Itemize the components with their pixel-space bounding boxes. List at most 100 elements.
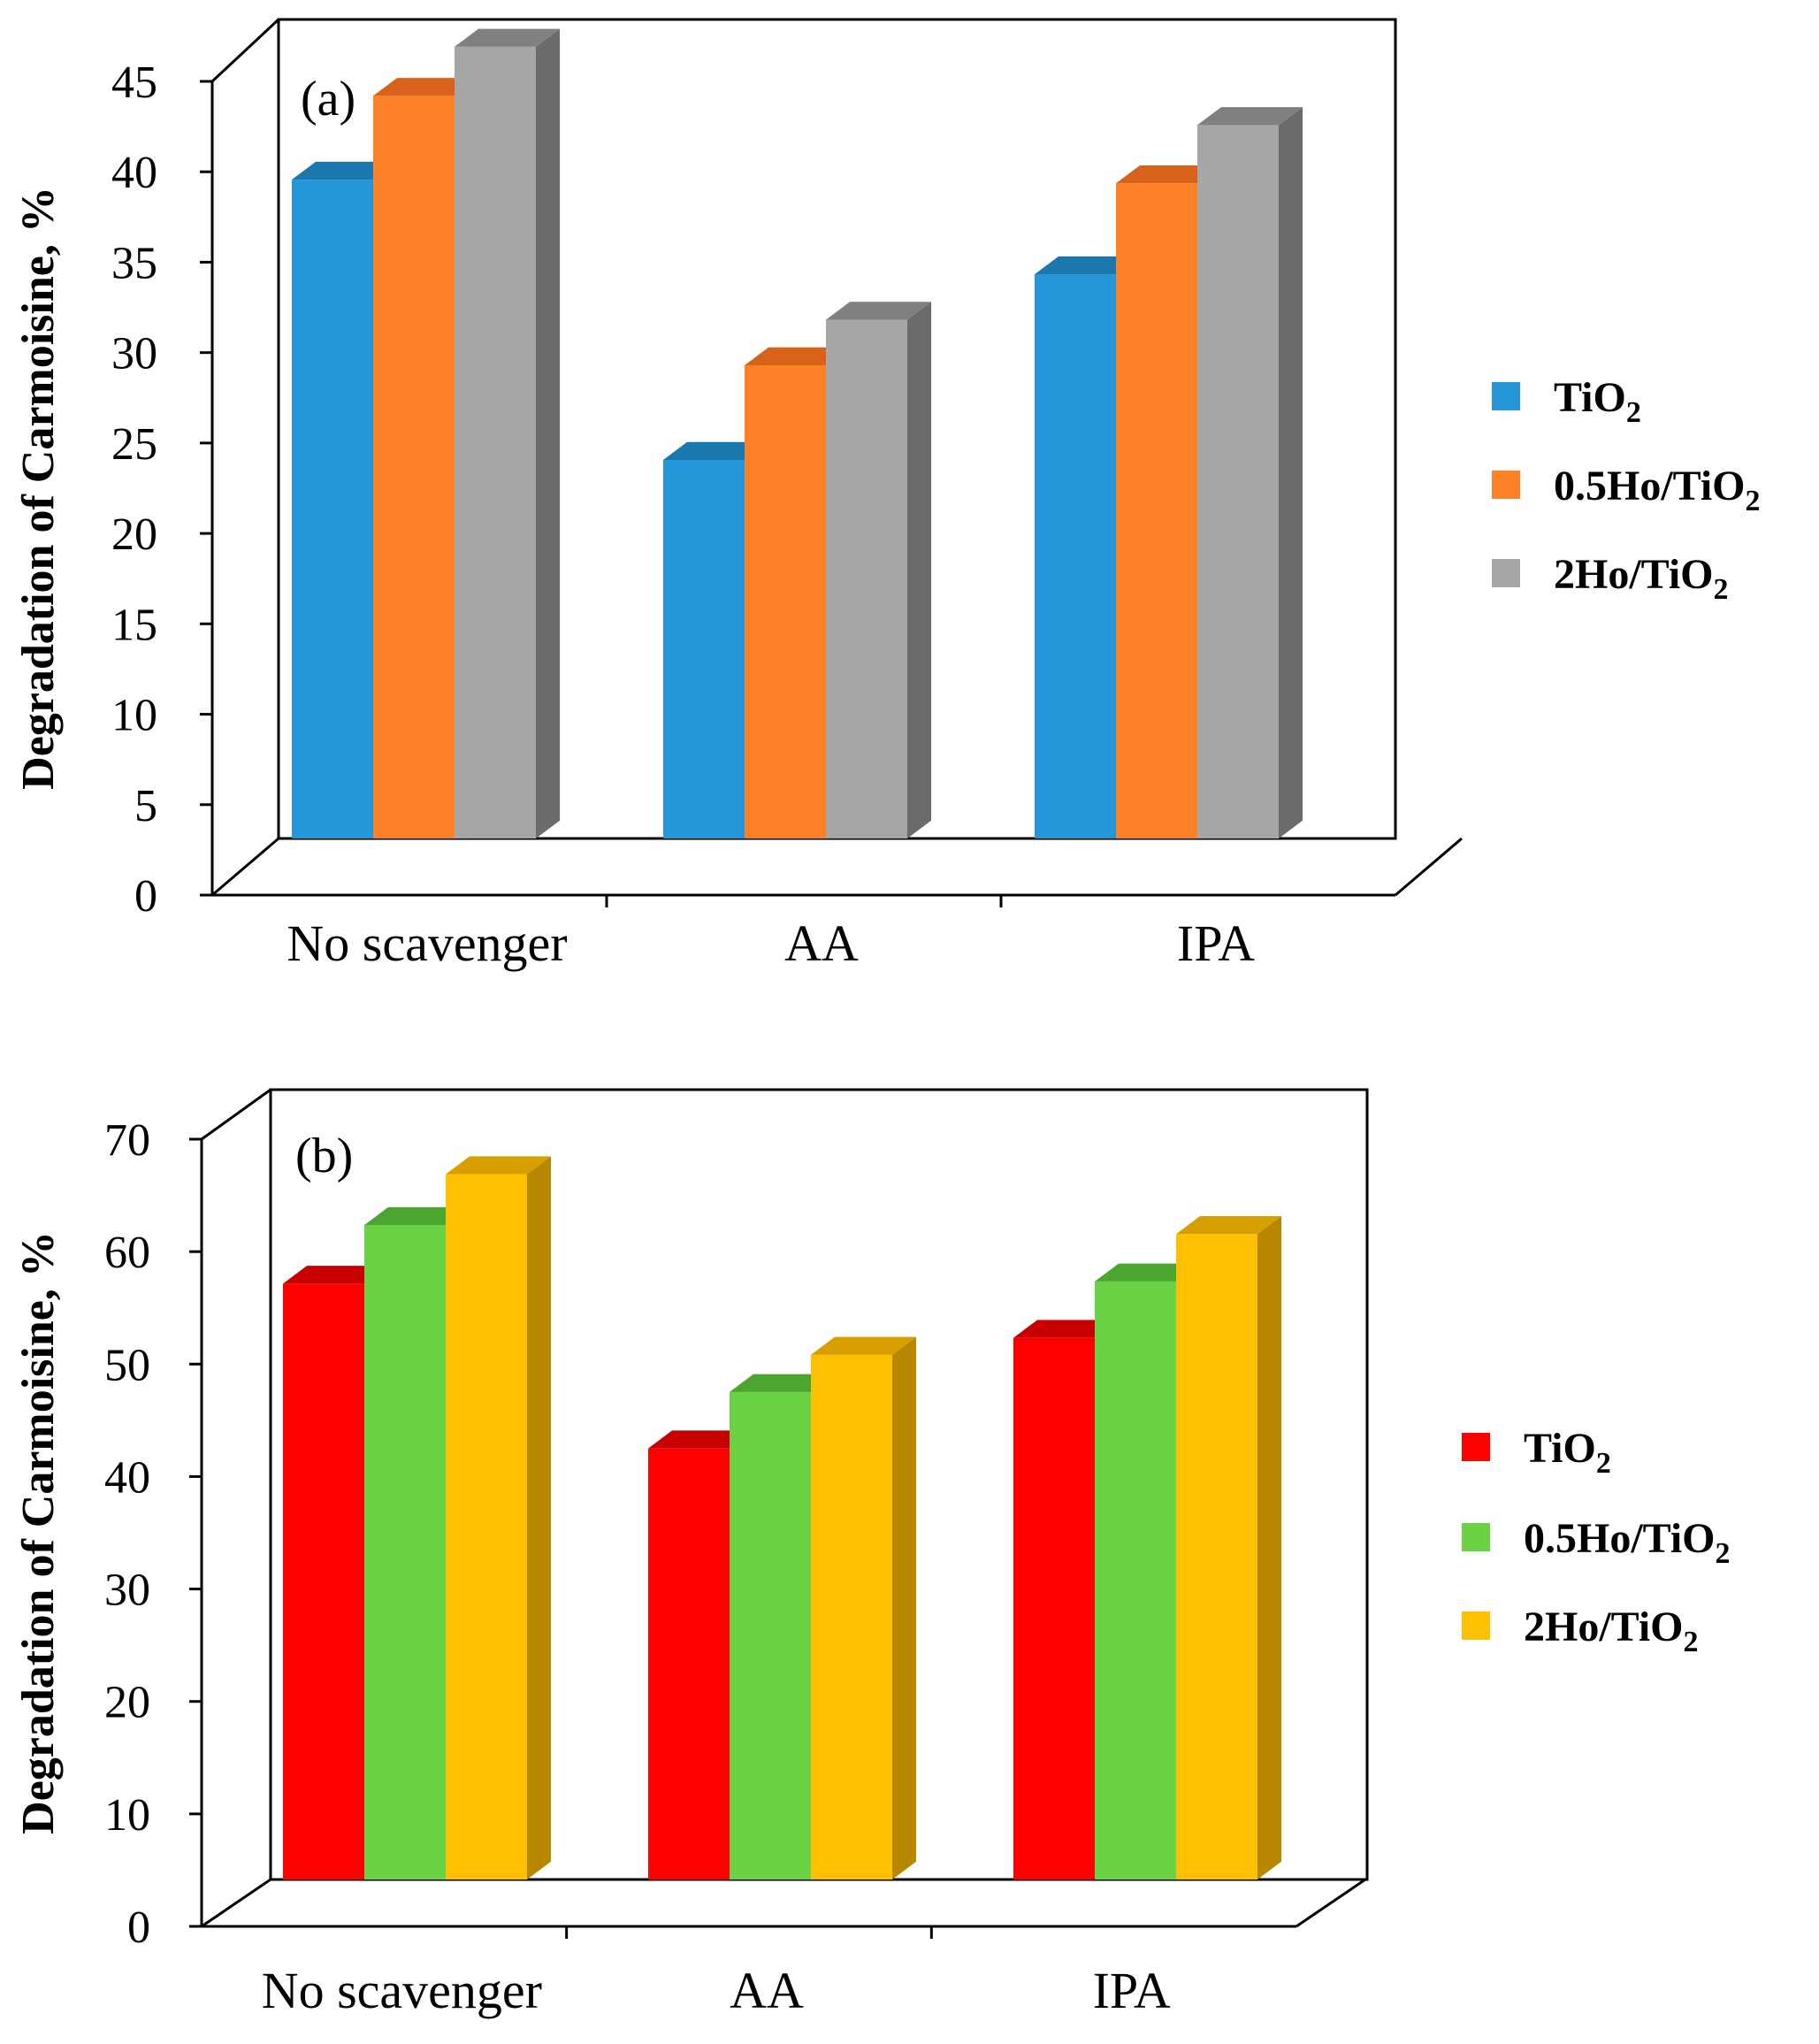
bar-side <box>527 1156 551 1879</box>
bar-top <box>811 1336 916 1355</box>
bar-top <box>364 1206 470 1226</box>
legend-entry-subscript: 2 <box>1714 573 1729 606</box>
bar-top <box>663 441 768 460</box>
floor-right-edge <box>1395 837 1463 897</box>
legend-swatch <box>1462 1523 1490 1551</box>
y-tick-label: 35 <box>111 238 157 288</box>
legend-entry: 2Ho/TiO2 <box>1554 551 1729 606</box>
x-category-label: IPA <box>1177 915 1255 972</box>
bar-front <box>1176 1234 1257 1879</box>
bar-top <box>373 78 478 96</box>
bar-top <box>1116 165 1221 184</box>
bar-front <box>292 180 373 838</box>
bar-side <box>907 302 931 838</box>
y-tick-label: 0 <box>134 871 157 922</box>
bottom-depth-line <box>201 1878 271 1928</box>
bar-front <box>283 1283 364 1879</box>
bar-top <box>648 1430 753 1449</box>
panel-label: (a) <box>301 72 355 126</box>
y-tick-label: 40 <box>104 1452 150 1503</box>
legend-swatch <box>1492 471 1520 499</box>
bar-top <box>1197 107 1303 126</box>
bottom-depth-line <box>211 837 279 897</box>
bar-top <box>1095 1263 1200 1282</box>
legend-entry: 2Ho/TiO2 <box>1524 1604 1699 1658</box>
legend-entry-subscript: 2 <box>1716 1537 1731 1570</box>
top-depth-line <box>210 18 280 83</box>
legend-swatch <box>1492 559 1520 587</box>
legend-swatch <box>1492 382 1520 410</box>
y-tick-label: 15 <box>111 600 157 650</box>
y-axis-label: Degradation of Carmoisine, % <box>13 187 64 790</box>
y-tick-label: 30 <box>104 1566 150 1616</box>
bar <box>826 302 931 838</box>
floor-right-edge <box>1295 1878 1366 1928</box>
bar-side <box>1257 1216 1281 1879</box>
bar-top <box>455 28 560 47</box>
y-tick-label: 30 <box>111 329 157 379</box>
bar-side <box>892 1336 916 1879</box>
bar-front <box>1095 1281 1176 1879</box>
bar-front <box>648 1448 730 1879</box>
legend-entry: TiO2 <box>1554 374 1641 429</box>
bar-top <box>1035 256 1140 275</box>
bar-top <box>292 161 397 180</box>
bar <box>811 1336 916 1879</box>
legend-entry-main: 0.5Ho/TiO <box>1554 463 1746 509</box>
y-tick-label: 20 <box>104 1678 150 1728</box>
x-category-label: No scavenger <box>287 915 567 972</box>
legend-entry-subscript: 2 <box>1596 1447 1611 1480</box>
bar-top <box>745 347 850 365</box>
bar-side <box>536 28 560 839</box>
bar-top <box>1176 1216 1281 1235</box>
chart-a: 0 5 10 15 20 25 30 35 40 45 No scavenger AA IPA (a) De… <box>13 18 1761 972</box>
legend-swatch <box>1462 1611 1490 1640</box>
y-axis-label: Degradation of Carmoisine, % <box>13 1231 64 1834</box>
bar-top <box>446 1156 551 1175</box>
bar <box>1176 1216 1281 1879</box>
legend-entry-subscript: 2 <box>1684 1626 1699 1658</box>
y-tick-label: 45 <box>111 57 157 108</box>
panel-label: (b) <box>295 1129 353 1183</box>
y-tick-label: 40 <box>111 148 157 198</box>
legend-entry-subscript: 2 <box>1626 396 1641 429</box>
y-tick-label: 10 <box>104 1790 150 1841</box>
y-tick-label: 50 <box>104 1340 150 1390</box>
bar <box>446 1156 551 1879</box>
bar-front <box>730 1391 811 1879</box>
bar-front <box>1197 125 1279 839</box>
y-tick-label: 10 <box>111 691 157 741</box>
x-category-label: AA <box>730 1962 804 2019</box>
bar-side <box>1279 107 1303 838</box>
x-category-label: AA <box>784 915 859 972</box>
legend-entry: 0.5Ho/TiO2 <box>1554 463 1761 517</box>
x-category-label: No scavenger <box>262 1962 542 2019</box>
legend-entry-subscript: 2 <box>1746 485 1761 517</box>
bar-front <box>364 1225 446 1879</box>
legend-swatch <box>1462 1433 1490 1461</box>
legend-entry-main: 0.5Ho/TiO <box>1524 1515 1716 1562</box>
legend-entry-main: 2Ho/TiO <box>1524 1604 1684 1650</box>
legend-entry-main: 2Ho/TiO <box>1554 551 1714 598</box>
bar-front <box>1035 274 1116 839</box>
legend-entry: TiO2 <box>1524 1425 1611 1480</box>
bar <box>1197 107 1303 839</box>
bar-top <box>283 1266 388 1284</box>
bar-front <box>1116 183 1197 838</box>
top-depth-line <box>201 1088 271 1141</box>
bar-top <box>730 1374 835 1392</box>
bar-top <box>826 302 931 320</box>
bar-front <box>826 319 907 838</box>
legend-entry-main: TiO <box>1554 374 1626 421</box>
y-tick-label: 20 <box>111 509 157 560</box>
y-tick-label: 60 <box>104 1228 150 1278</box>
y-tick-label: 25 <box>111 419 157 470</box>
y-tick-label: 0 <box>127 1902 150 1953</box>
bar-front <box>446 1174 527 1879</box>
bar-front <box>811 1354 892 1879</box>
bar <box>455 28 560 839</box>
x-category-label: IPA <box>1093 1962 1171 2019</box>
